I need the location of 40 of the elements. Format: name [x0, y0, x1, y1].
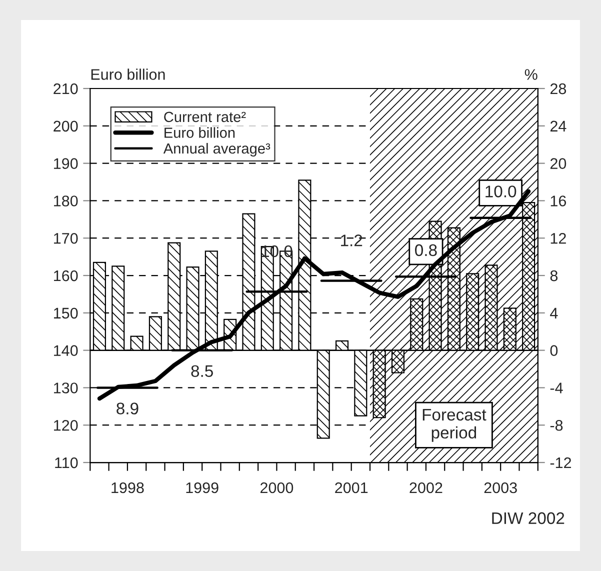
x-tick-label: 2003: [484, 482, 517, 494]
y-tick-label: 170: [54, 232, 78, 244]
y2-tick-label: 12: [550, 232, 566, 244]
y-tick-label: 110: [55, 457, 78, 468]
x-tick-label: 2001: [335, 482, 368, 494]
y2-tick-label: -4: [550, 382, 563, 394]
y2-tick-label: -12: [550, 457, 572, 468]
y-tick-label: 210: [54, 83, 78, 94]
x-tick-label: 1999: [186, 482, 218, 494]
annotation: 8.5: [191, 365, 213, 378]
y2-tick-label: 16: [550, 196, 566, 206]
y-tick-label: 190: [54, 158, 78, 169]
y2-tick-label: 8: [550, 270, 558, 282]
y-tick-label: 150: [54, 308, 78, 319]
y2-tick-label: 4: [550, 308, 558, 318]
y-axis-title: Euro billion: [91, 68, 165, 80]
legend-label: Annual average³: [163, 142, 270, 157]
y-tick-label: 180: [54, 196, 78, 206]
y2-tick-label: 20: [550, 158, 566, 169]
y2-axis-title: %: [524, 69, 538, 80]
x-tick-label: 1998: [112, 482, 144, 494]
annotation: 10.0: [486, 186, 516, 198]
x-tick-label: 2000: [260, 482, 294, 494]
annotation: 8.9: [116, 402, 138, 414]
y2-tick-label: -8: [550, 420, 563, 431]
band-label: Forecast period: [422, 408, 486, 442]
annotation: 1.2: [341, 234, 362, 246]
y-tick-label: 120: [54, 420, 78, 431]
y-tick-label: 130: [54, 382, 78, 394]
legend-label: Current rate²: [164, 112, 246, 122]
y2-tick-label: 28: [550, 83, 566, 94]
annotation: 0.8: [415, 244, 437, 256]
y2-tick-label: 24: [550, 120, 566, 132]
y-tick-label: 140: [54, 345, 78, 356]
y-tick-label: 200: [54, 120, 78, 132]
legend-label: Euro billion: [164, 127, 235, 138]
x-tick-label: 2002: [410, 482, 442, 494]
y-tick-label: 160: [54, 270, 78, 282]
y2-tick-label: 0: [550, 345, 558, 356]
text: DIW 2002: [492, 512, 564, 524]
